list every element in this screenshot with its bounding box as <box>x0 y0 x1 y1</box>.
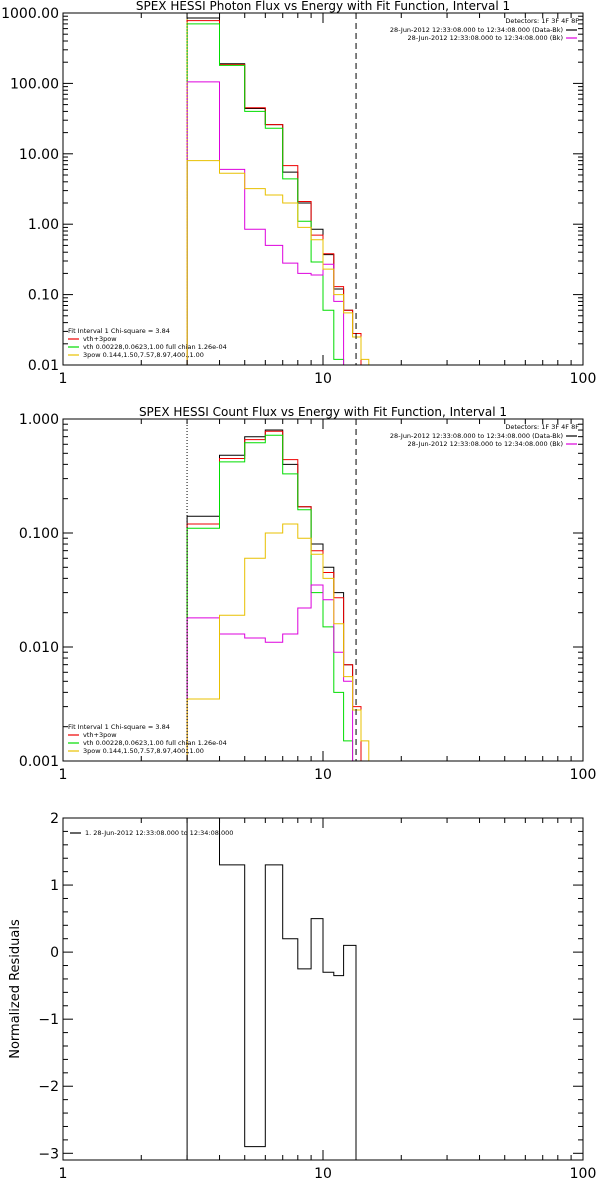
series-line-black <box>186 818 357 1160</box>
x-tick-label: 1 <box>59 767 68 783</box>
legend-entry: 28-Jun-2012 12:33:08.000 to 12:34:08.000… <box>390 432 563 440</box>
y-tick-label: −2 <box>38 1079 59 1095</box>
x-tick-label: 1 <box>59 1166 68 1182</box>
series-line-green <box>186 23 345 365</box>
x-tick-label: 100 <box>570 1166 597 1182</box>
series-line-yellow <box>186 160 370 365</box>
legend-entry: vth 0.00228,0.0623,1.00 full chian 1.26e… <box>83 343 227 351</box>
legend-entry: vth+3pow <box>83 335 117 343</box>
y-tick-label: 1.00 <box>28 217 59 233</box>
legend-header: Detectors: 1F 3F 4F 8F <box>505 17 579 25</box>
x-tick-label: 10 <box>314 371 332 387</box>
x-tick-label: 1 <box>59 371 68 387</box>
legend-entry: 28-Jun-2012 12:33:08.000 to 12:34:08.000… <box>408 440 563 448</box>
x-tick-label: 10 <box>314 767 332 783</box>
y-tick-label: 0 <box>50 945 59 961</box>
y-tick-label: 10.00 <box>19 147 59 163</box>
chart-title: SPEX HESSI Photon Flux vs Energy with Fi… <box>136 0 510 13</box>
y-tick-label: 1000.00 <box>1 6 59 22</box>
plot-frame <box>62 817 584 1161</box>
y-tick-label: 0.10 <box>28 288 59 304</box>
chart-panel-1: SPEX HESSI Photon Flux vs Energy with Fi… <box>1 0 596 387</box>
series-group <box>186 17 370 365</box>
y-tick-label: 0.001 <box>19 754 59 770</box>
legend-header: Fit Interval 1 Chi-square = 3.84 <box>68 723 170 731</box>
legend-header: Fit Interval 1 Chi-square = 3.84 <box>68 327 170 335</box>
legend-entry: 3pow 0.144,1.50,7.57,8.97,400.,1.00 <box>83 351 204 359</box>
series-line-magenta <box>186 81 345 365</box>
chart-panel-3: Normalized Residuals 1 10 100 −3 −2 −1 0 1 2 1. 28… <box>8 811 596 1182</box>
legend-entry: 1. 28-Jun-2012 12:33:08.000 to 12:34:08.… <box>85 829 233 837</box>
y-tick-label: 1 <box>50 878 59 894</box>
y-tick-label: 1.000 <box>19 412 59 428</box>
x-tick-label: 100 <box>570 371 597 387</box>
chart-panel-2: SPEX HESSI Count Flux vs Energy with Fit… <box>19 405 597 783</box>
y-tick-label: 0.010 <box>19 640 59 656</box>
series-line-black <box>186 17 362 365</box>
series-group <box>186 818 357 1160</box>
legend-header: Detectors: 1F 3F 4F 8F <box>505 423 579 431</box>
legend-entry: vth+3pow <box>83 731 117 739</box>
series-line-magenta <box>186 584 354 761</box>
chart-title: SPEX HESSI Count Flux vs Energy with Fit… <box>139 405 507 419</box>
legend-entry: 28-Jun-2012 12:33:08.000 to 12:34:08.000… <box>390 26 563 34</box>
plot-frame <box>62 12 584 366</box>
legend-entry: 28-Jun-2012 12:33:08.000 to 12:34:08.000… <box>408 34 563 42</box>
y-axis-label: Normalized Residuals <box>8 919 23 1059</box>
y-tick-label: 100.00 <box>10 76 59 92</box>
legend-entry: 3pow 0.144,1.50,7.57,8.97,400.,1.00 <box>83 747 204 755</box>
series-line-yellow <box>186 523 370 761</box>
x-tick-label: 10 <box>314 1166 332 1182</box>
y-tick-label: 2 <box>50 811 59 827</box>
y-tick-label: −3 <box>38 1146 59 1162</box>
series-group <box>186 429 370 761</box>
y-tick-label: −1 <box>38 1012 59 1028</box>
series-line-red <box>186 20 362 365</box>
x-tick-label: 100 <box>570 767 597 783</box>
y-tick-label: 0.01 <box>28 358 59 374</box>
legend-entry: vth 0.00228,0.0623,1.00 full chian 1.26e… <box>83 739 227 747</box>
y-tick-label: 0.100 <box>19 526 59 542</box>
